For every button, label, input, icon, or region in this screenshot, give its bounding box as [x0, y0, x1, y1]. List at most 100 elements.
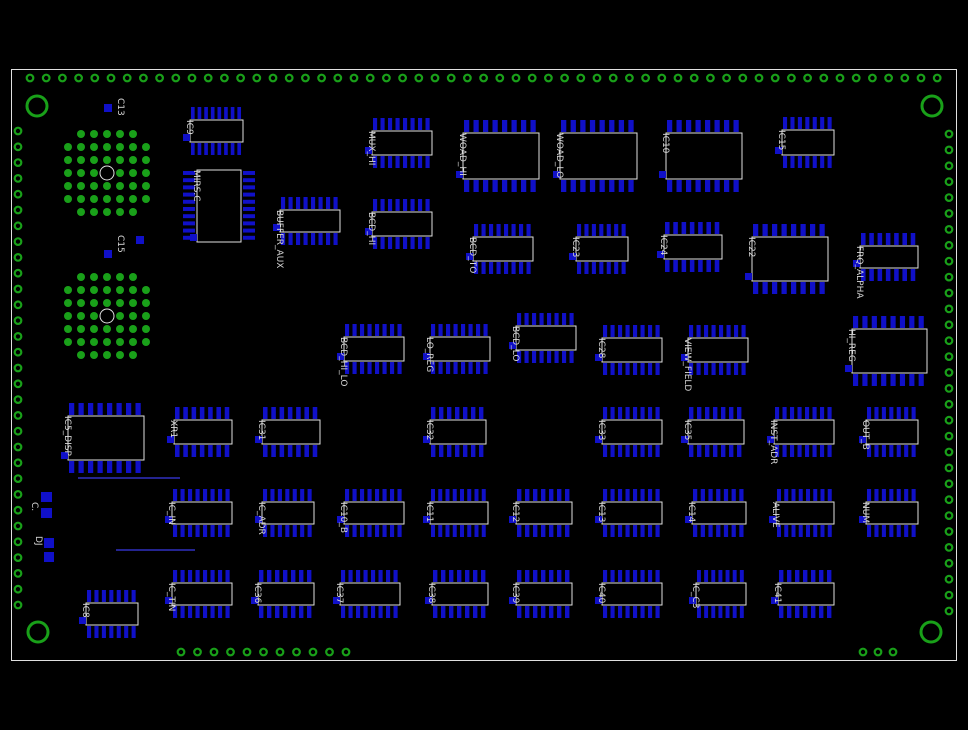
smd-pad — [474, 525, 479, 537]
smd-pad — [418, 199, 423, 211]
smd-pad — [811, 570, 816, 582]
pad — [142, 182, 150, 190]
smd-pad — [640, 570, 645, 582]
smd-pad — [116, 403, 122, 415]
pad — [116, 299, 124, 307]
smd-pad — [395, 118, 400, 130]
smd-pad — [243, 199, 255, 204]
pad — [90, 325, 98, 333]
smd-pad — [526, 224, 531, 236]
smd-pad — [468, 324, 473, 336]
smd-pad — [94, 626, 99, 638]
smd-pad — [88, 461, 94, 473]
silk-label: C. — [29, 502, 39, 511]
smd-pad — [375, 362, 380, 374]
smd-pad — [909, 316, 915, 328]
pad — [103, 130, 111, 138]
ref-label: IC23 — [570, 237, 580, 257]
pad — [116, 195, 124, 203]
smd-pad — [805, 117, 810, 129]
ref-label: MUX_HI — [366, 131, 376, 165]
pin1-pad — [769, 516, 776, 523]
pad — [64, 312, 72, 320]
pad — [90, 130, 98, 138]
smd-pad — [465, 570, 470, 582]
ref-label: BUFFER_AUX — [274, 210, 284, 268]
smd-pad — [733, 120, 739, 132]
pad — [944, 256, 954, 266]
smd-pad — [425, 237, 430, 249]
pad — [142, 338, 150, 346]
pad — [916, 73, 926, 83]
smd-pad — [218, 489, 223, 501]
smd-pad — [303, 233, 308, 245]
pad — [58, 73, 67, 83]
smd-pad — [460, 489, 464, 501]
smd-pad — [881, 525, 886, 537]
ref-label: IC_IN — [166, 502, 176, 525]
smd-pad — [481, 224, 486, 236]
smd-pad — [547, 313, 552, 325]
pad — [944, 145, 954, 155]
smd-pad — [909, 374, 915, 386]
smd-pad — [618, 120, 625, 132]
pad — [116, 156, 124, 164]
smd-pad — [737, 407, 742, 419]
smd-pad — [521, 120, 527, 132]
smd-pad — [116, 461, 122, 473]
smd-pad — [734, 325, 739, 337]
smd-pad — [725, 606, 730, 618]
pad — [74, 73, 83, 83]
smd-pad — [468, 362, 473, 374]
hole — [99, 165, 115, 181]
smd-pad — [473, 120, 479, 132]
smd-pad — [481, 489, 486, 501]
pad — [138, 73, 148, 83]
pin1-pad — [767, 436, 774, 443]
pad — [13, 268, 23, 278]
ref-label: IC15 — [776, 130, 786, 150]
smd-pad — [648, 525, 653, 537]
ref-label: IC39 — [510, 583, 520, 604]
ref-label: BCD_TO — [467, 237, 477, 273]
smd-pad — [633, 363, 638, 375]
smd-pad — [731, 525, 736, 537]
smd-pad — [124, 626, 129, 638]
pad — [13, 221, 23, 231]
smd-pad — [739, 525, 744, 537]
smd-pad — [304, 445, 309, 457]
smd-pad — [210, 570, 215, 582]
smd-pad — [812, 407, 817, 419]
smd-pad — [530, 180, 536, 192]
pad — [90, 312, 98, 320]
smd-pad — [625, 363, 630, 375]
ic-body — [371, 130, 433, 156]
ref-label: IC12 — [510, 502, 520, 522]
smd-pad — [438, 362, 443, 374]
smd-pad — [397, 525, 402, 537]
pad — [116, 286, 124, 294]
smd-pad — [208, 407, 213, 419]
smd-pad — [580, 180, 586, 192]
smd-pad — [803, 606, 808, 618]
smd-pad — [705, 407, 710, 419]
pin1-pad — [423, 353, 430, 360]
pin1-pad — [595, 516, 602, 523]
smd-pad — [473, 180, 479, 192]
smd-pad — [741, 325, 746, 337]
pad — [706, 73, 715, 83]
smd-pad — [467, 489, 472, 501]
pad — [13, 300, 23, 310]
smd-pad — [397, 489, 402, 501]
pad — [13, 442, 23, 452]
smd-pad — [603, 525, 608, 537]
smd-pad — [126, 403, 132, 415]
smd-pad — [243, 171, 255, 175]
smd-pad — [292, 525, 297, 537]
smd-pad — [541, 525, 546, 537]
pad — [349, 73, 359, 83]
pad — [900, 73, 910, 83]
smd-pad — [360, 525, 365, 537]
smd-pad — [689, 363, 694, 375]
smd-pad — [910, 269, 916, 281]
